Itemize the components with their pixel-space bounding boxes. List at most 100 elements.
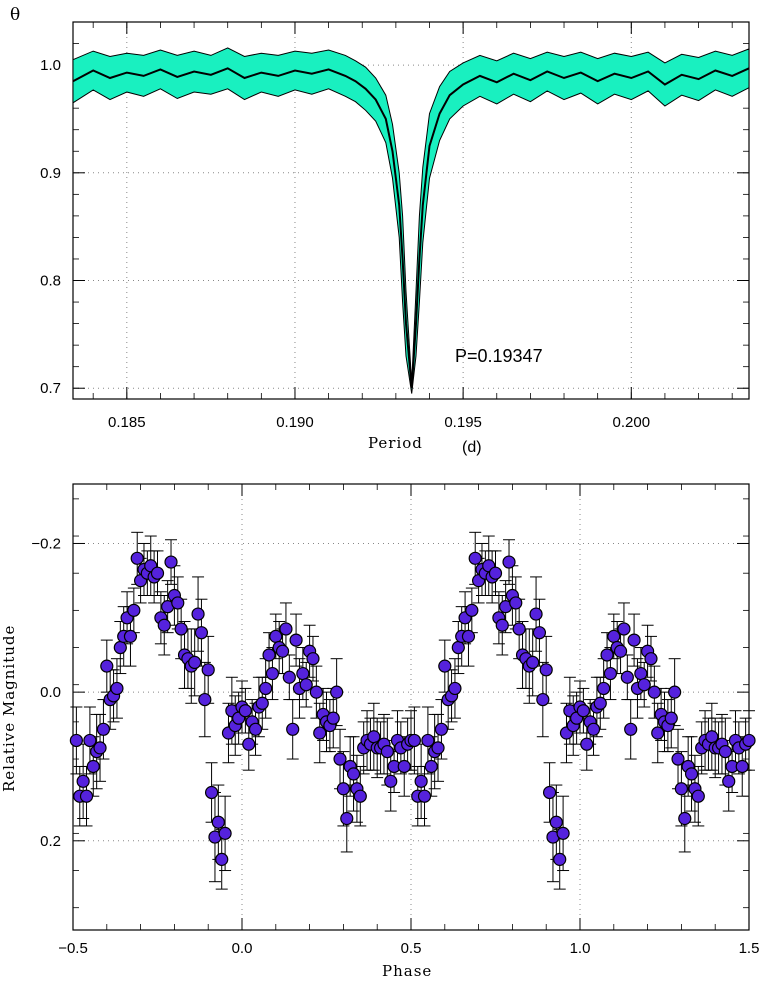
data-point: [238, 704, 252, 718]
data-point: [76, 774, 90, 788]
data-point: [526, 655, 540, 670]
data-point: [532, 626, 547, 640]
data-point: [96, 722, 111, 736]
data-point: [265, 666, 280, 681]
data-point: [333, 752, 347, 766]
data-point: [83, 733, 97, 748]
data-point: [86, 759, 100, 774]
phase-plot-points: [69, 531, 756, 890]
data-point: [346, 767, 361, 781]
phase-plot-y-axis-label: Relative Magnitude: [0, 625, 18, 792]
data-point: [269, 629, 283, 643]
data-point: [242, 737, 256, 751]
data-point: [634, 666, 648, 681]
data-point: [553, 852, 567, 866]
periodogram-y-tick-label: 0.8: [40, 273, 61, 290]
data-point: [286, 722, 300, 736]
period-annotation: P=0.19347: [455, 346, 543, 366]
data-point: [201, 663, 215, 677]
data-point: [674, 782, 689, 796]
data-point: [306, 652, 320, 666]
data-point: [417, 789, 432, 803]
data-point: [586, 722, 601, 736]
periodogram-y-tick-label: 0.9: [40, 165, 61, 182]
data-point: [215, 852, 229, 866]
data-point: [637, 678, 651, 692]
data-point: [397, 759, 411, 774]
theta-band: [72, 47, 750, 394]
data-point: [414, 774, 428, 788]
periodogram-x-tick-label: 0.195: [444, 414, 482, 431]
data-point: [279, 622, 293, 636]
data-point: [600, 648, 614, 662]
data-point: [110, 681, 124, 696]
data-point: [130, 551, 144, 565]
data-point: [488, 566, 503, 580]
data-point: [735, 759, 749, 774]
data-point: [194, 626, 209, 640]
periodogram-y-tick-label: 1.0: [40, 57, 61, 74]
data-point: [580, 737, 594, 751]
data-point: [336, 782, 350, 796]
phase-plot-x-tick-label: 0.0: [232, 940, 253, 957]
data-point: [539, 663, 553, 677]
data-point: [299, 678, 313, 692]
periodogram-x-tick-label: 0.185: [108, 414, 146, 431]
data-point: [93, 741, 107, 755]
data-point: [613, 644, 628, 658]
data-point: [191, 607, 205, 621]
data-point: [384, 774, 398, 788]
data-point: [248, 722, 263, 736]
data-point: [434, 722, 449, 736]
data-point: [407, 733, 421, 748]
data-point: [157, 618, 171, 632]
periodogram-x-tick-label: 0.190: [276, 414, 314, 431]
periodogram-x-axis-unit: (d): [462, 439, 482, 456]
periodogram-x-axis-label: Period: [368, 434, 423, 452]
data-point: [627, 633, 641, 647]
data-point: [150, 566, 165, 580]
data-point: [448, 681, 462, 696]
phase-plot-panel: −0.5 0.0 0.5 1.0 1.5 −0.2 0.0 0.2 Phase Relati…: [0, 483, 759, 980]
data-point: [69, 733, 83, 748]
data-point: [262, 648, 276, 662]
theta-error-band: [72, 47, 750, 394]
data-point: [367, 730, 381, 744]
data-point: [330, 685, 344, 699]
data-point: [127, 603, 141, 617]
data-point: [204, 785, 219, 800]
periodogram-x-tick-label: 0.200: [613, 414, 651, 431]
data-point: [326, 711, 340, 725]
data-point: [340, 811, 354, 826]
data-point: [171, 596, 185, 610]
data-point: [647, 685, 661, 699]
data-point: [509, 596, 523, 610]
data-point: [651, 726, 665, 740]
data-point: [529, 607, 543, 621]
data-point: [512, 622, 526, 636]
phase-plot-x-tick-labels: −0.5 0.0 0.5 1.0 1.5: [58, 940, 759, 957]
data-point: [691, 789, 705, 803]
data-point: [705, 730, 719, 744]
periodogram-y-axis-label: θ: [10, 5, 20, 25]
data-point: [259, 681, 273, 696]
data-point: [549, 815, 563, 829]
phase-plot-x-tick-label: −0.5: [58, 940, 88, 957]
data-point: [198, 692, 212, 707]
theta-line: [72, 67, 750, 389]
data-point: [255, 696, 269, 710]
data-point: [576, 704, 590, 718]
data-point: [461, 629, 476, 643]
phase-plot-x-tick-label: 1.5: [739, 940, 760, 957]
data-point: [718, 744, 732, 759]
data-point: [556, 826, 570, 840]
phase-plot-y-tick-labels: −0.2 0.0 0.2: [31, 535, 61, 849]
data-point: [421, 733, 435, 748]
data-point: [438, 659, 452, 673]
data-point: [451, 640, 465, 655]
data-point: [742, 733, 756, 748]
theta-curve: [72, 67, 750, 389]
periodogram-y-tick-label: 0.7: [40, 380, 61, 397]
data-point: [620, 670, 634, 684]
